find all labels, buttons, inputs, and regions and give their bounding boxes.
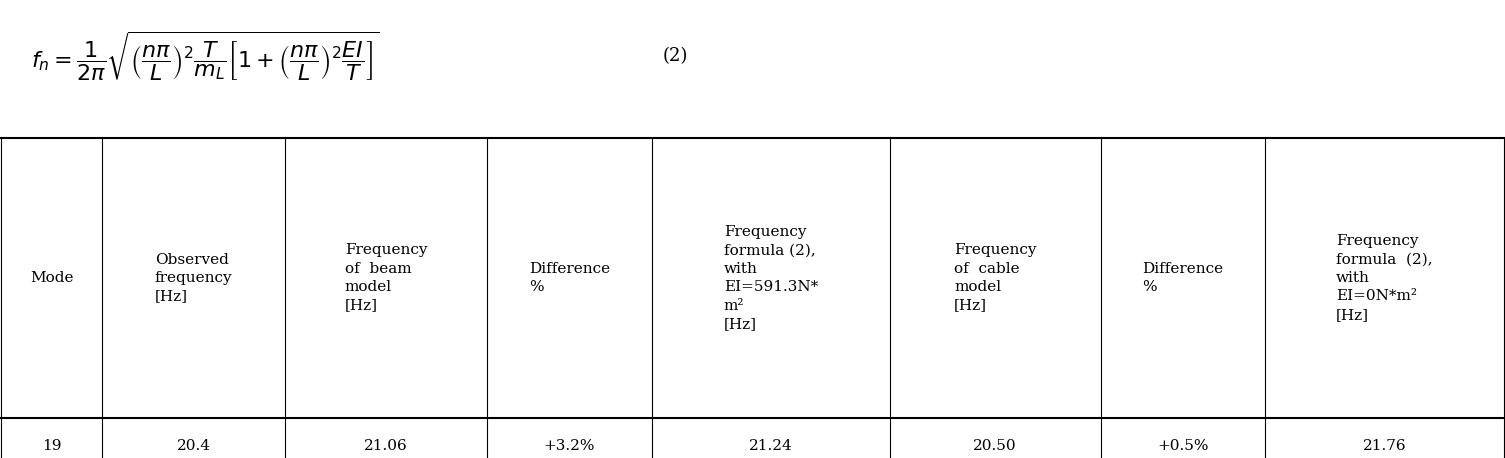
Text: Frequency
formula  (2),
with
EI=0N*m²
[Hz]: Frequency formula (2), with EI=0N*m² [Hz… [1336,234,1433,322]
Text: 21.24: 21.24 [749,439,793,453]
Text: +3.2%: +3.2% [543,439,594,453]
Text: Frequency
of  cable
model
[Hz]: Frequency of cable model [Hz] [954,243,1037,312]
Text: Frequency
formula (2),
with
EI=591.3N*
m²
[Hz]: Frequency formula (2), with EI=591.3N* m… [724,225,817,331]
Text: $f_n = \dfrac{1}{2\pi}\sqrt{\left(\dfrac{n\pi}{L}\right)^2\dfrac{T}{m_L}\left[1+: $f_n = \dfrac{1}{2\pi}\sqrt{\left(\dfrac… [32,29,379,83]
Text: Frequency
of  beam
model
[Hz]: Frequency of beam model [Hz] [345,243,427,312]
Text: 21.06: 21.06 [364,439,408,453]
Text: 20.4: 20.4 [176,439,211,453]
Text: 21.76: 21.76 [1362,439,1406,453]
Text: 19: 19 [42,439,62,453]
Text: +0.5%: +0.5% [1157,439,1209,453]
Text: Difference
%: Difference % [528,262,610,294]
Text: Observed
frequency
[Hz]: Observed frequency [Hz] [155,252,233,303]
Text: 20.50: 20.50 [974,439,1017,453]
Text: (2): (2) [662,47,688,65]
Text: Difference
%: Difference % [1142,262,1224,294]
Text: Mode: Mode [30,271,74,285]
